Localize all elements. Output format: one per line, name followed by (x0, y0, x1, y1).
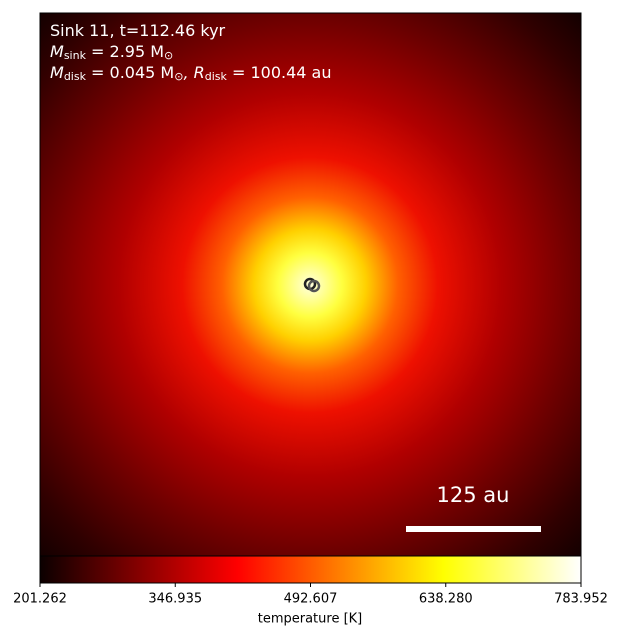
annotation-part: = 100.44 au (227, 63, 332, 82)
scale-bar-label: 125 au (437, 483, 510, 507)
annotation-part: disk (205, 70, 228, 83)
annotation-part: = 2.95 M (86, 42, 164, 61)
colorbar-tick-label: 201.262 (13, 592, 67, 607)
annotation: Sink 11, t=112.46 kyr (50, 21, 226, 40)
annotation: Msink = 2.95 M⊙ (50, 42, 173, 63)
temperature-map (39, 12, 582, 557)
colorbar-tick-label: 346.935 (148, 592, 202, 607)
annotation-part: , R (183, 63, 204, 82)
annotation-part: Sink 11, t=112.46 kyr (50, 21, 226, 40)
scale-bar (406, 526, 541, 532)
annotation-part: M (50, 42, 64, 61)
annotation-part: ⊙ (164, 49, 173, 62)
colorbar-tick-label: 638.280 (419, 592, 473, 607)
annotation-part: M (50, 63, 64, 82)
annotation-part: sink (64, 49, 87, 62)
colorbar-tick-label: 783.952 (554, 592, 608, 607)
annotation: Mdisk = 0.045 M⊙, Rdisk = 100.44 au (50, 63, 331, 84)
colorbar-tick-label: 492.607 (284, 592, 338, 607)
colorbar (39, 555, 582, 584)
annotation-part: = 0.045 M (86, 63, 174, 82)
colorbar-label: temperature [K] (258, 612, 363, 627)
annotation-part: disk (64, 70, 87, 83)
sink-marker (307, 279, 321, 293)
annotation-part: ⊙ (174, 70, 183, 83)
